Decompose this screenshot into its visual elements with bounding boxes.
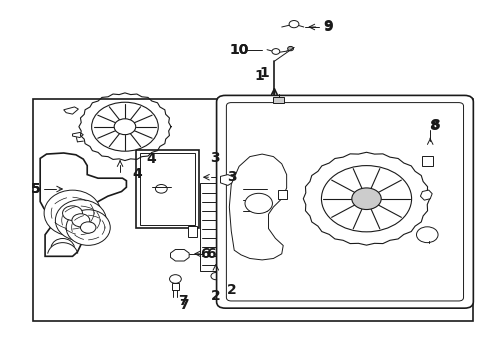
- Polygon shape: [220, 175, 234, 185]
- Text: 1: 1: [260, 66, 270, 80]
- Ellipse shape: [66, 210, 110, 246]
- Text: 7: 7: [179, 298, 189, 312]
- Ellipse shape: [44, 190, 101, 236]
- Text: 5: 5: [30, 182, 40, 196]
- Bar: [200, 183, 232, 271]
- Circle shape: [288, 46, 294, 51]
- Text: 3: 3: [227, 170, 237, 184]
- Polygon shape: [420, 190, 432, 200]
- Bar: [33, 99, 473, 321]
- Polygon shape: [171, 249, 189, 261]
- Circle shape: [416, 227, 438, 243]
- FancyBboxPatch shape: [217, 95, 473, 308]
- Circle shape: [155, 185, 167, 193]
- Text: 5: 5: [30, 182, 40, 196]
- Text: 9: 9: [323, 19, 333, 33]
- Text: 10: 10: [229, 43, 249, 57]
- Text: 6: 6: [200, 247, 210, 261]
- Polygon shape: [45, 220, 81, 256]
- Circle shape: [352, 188, 381, 210]
- Circle shape: [321, 166, 412, 232]
- Polygon shape: [40, 153, 126, 241]
- FancyBboxPatch shape: [226, 103, 464, 301]
- Text: 4: 4: [146, 152, 156, 166]
- Circle shape: [63, 206, 82, 220]
- Ellipse shape: [55, 200, 106, 241]
- Text: 2: 2: [211, 289, 220, 303]
- Text: 8: 8: [430, 118, 440, 132]
- Bar: [278, 190, 287, 199]
- Bar: [188, 226, 197, 237]
- Polygon shape: [73, 132, 83, 138]
- Circle shape: [72, 214, 90, 227]
- Bar: [136, 150, 199, 228]
- Text: 4: 4: [132, 167, 142, 181]
- Bar: [273, 97, 284, 103]
- Text: 7: 7: [178, 294, 188, 308]
- Circle shape: [92, 102, 158, 151]
- Circle shape: [170, 275, 181, 283]
- Circle shape: [114, 119, 136, 135]
- Text: 8: 8: [429, 119, 439, 133]
- Polygon shape: [229, 154, 287, 260]
- Text: 10: 10: [229, 43, 248, 57]
- Polygon shape: [64, 107, 78, 114]
- Circle shape: [80, 222, 96, 233]
- Circle shape: [272, 49, 280, 54]
- Bar: [172, 283, 179, 290]
- Circle shape: [211, 273, 220, 280]
- Circle shape: [245, 193, 272, 213]
- Bar: [422, 156, 433, 166]
- Bar: [140, 153, 195, 225]
- Text: 1: 1: [255, 69, 265, 83]
- Text: 2: 2: [226, 283, 236, 297]
- Text: 9: 9: [323, 20, 333, 34]
- Text: 3: 3: [210, 151, 220, 165]
- Circle shape: [289, 21, 299, 28]
- Text: 6: 6: [206, 247, 216, 261]
